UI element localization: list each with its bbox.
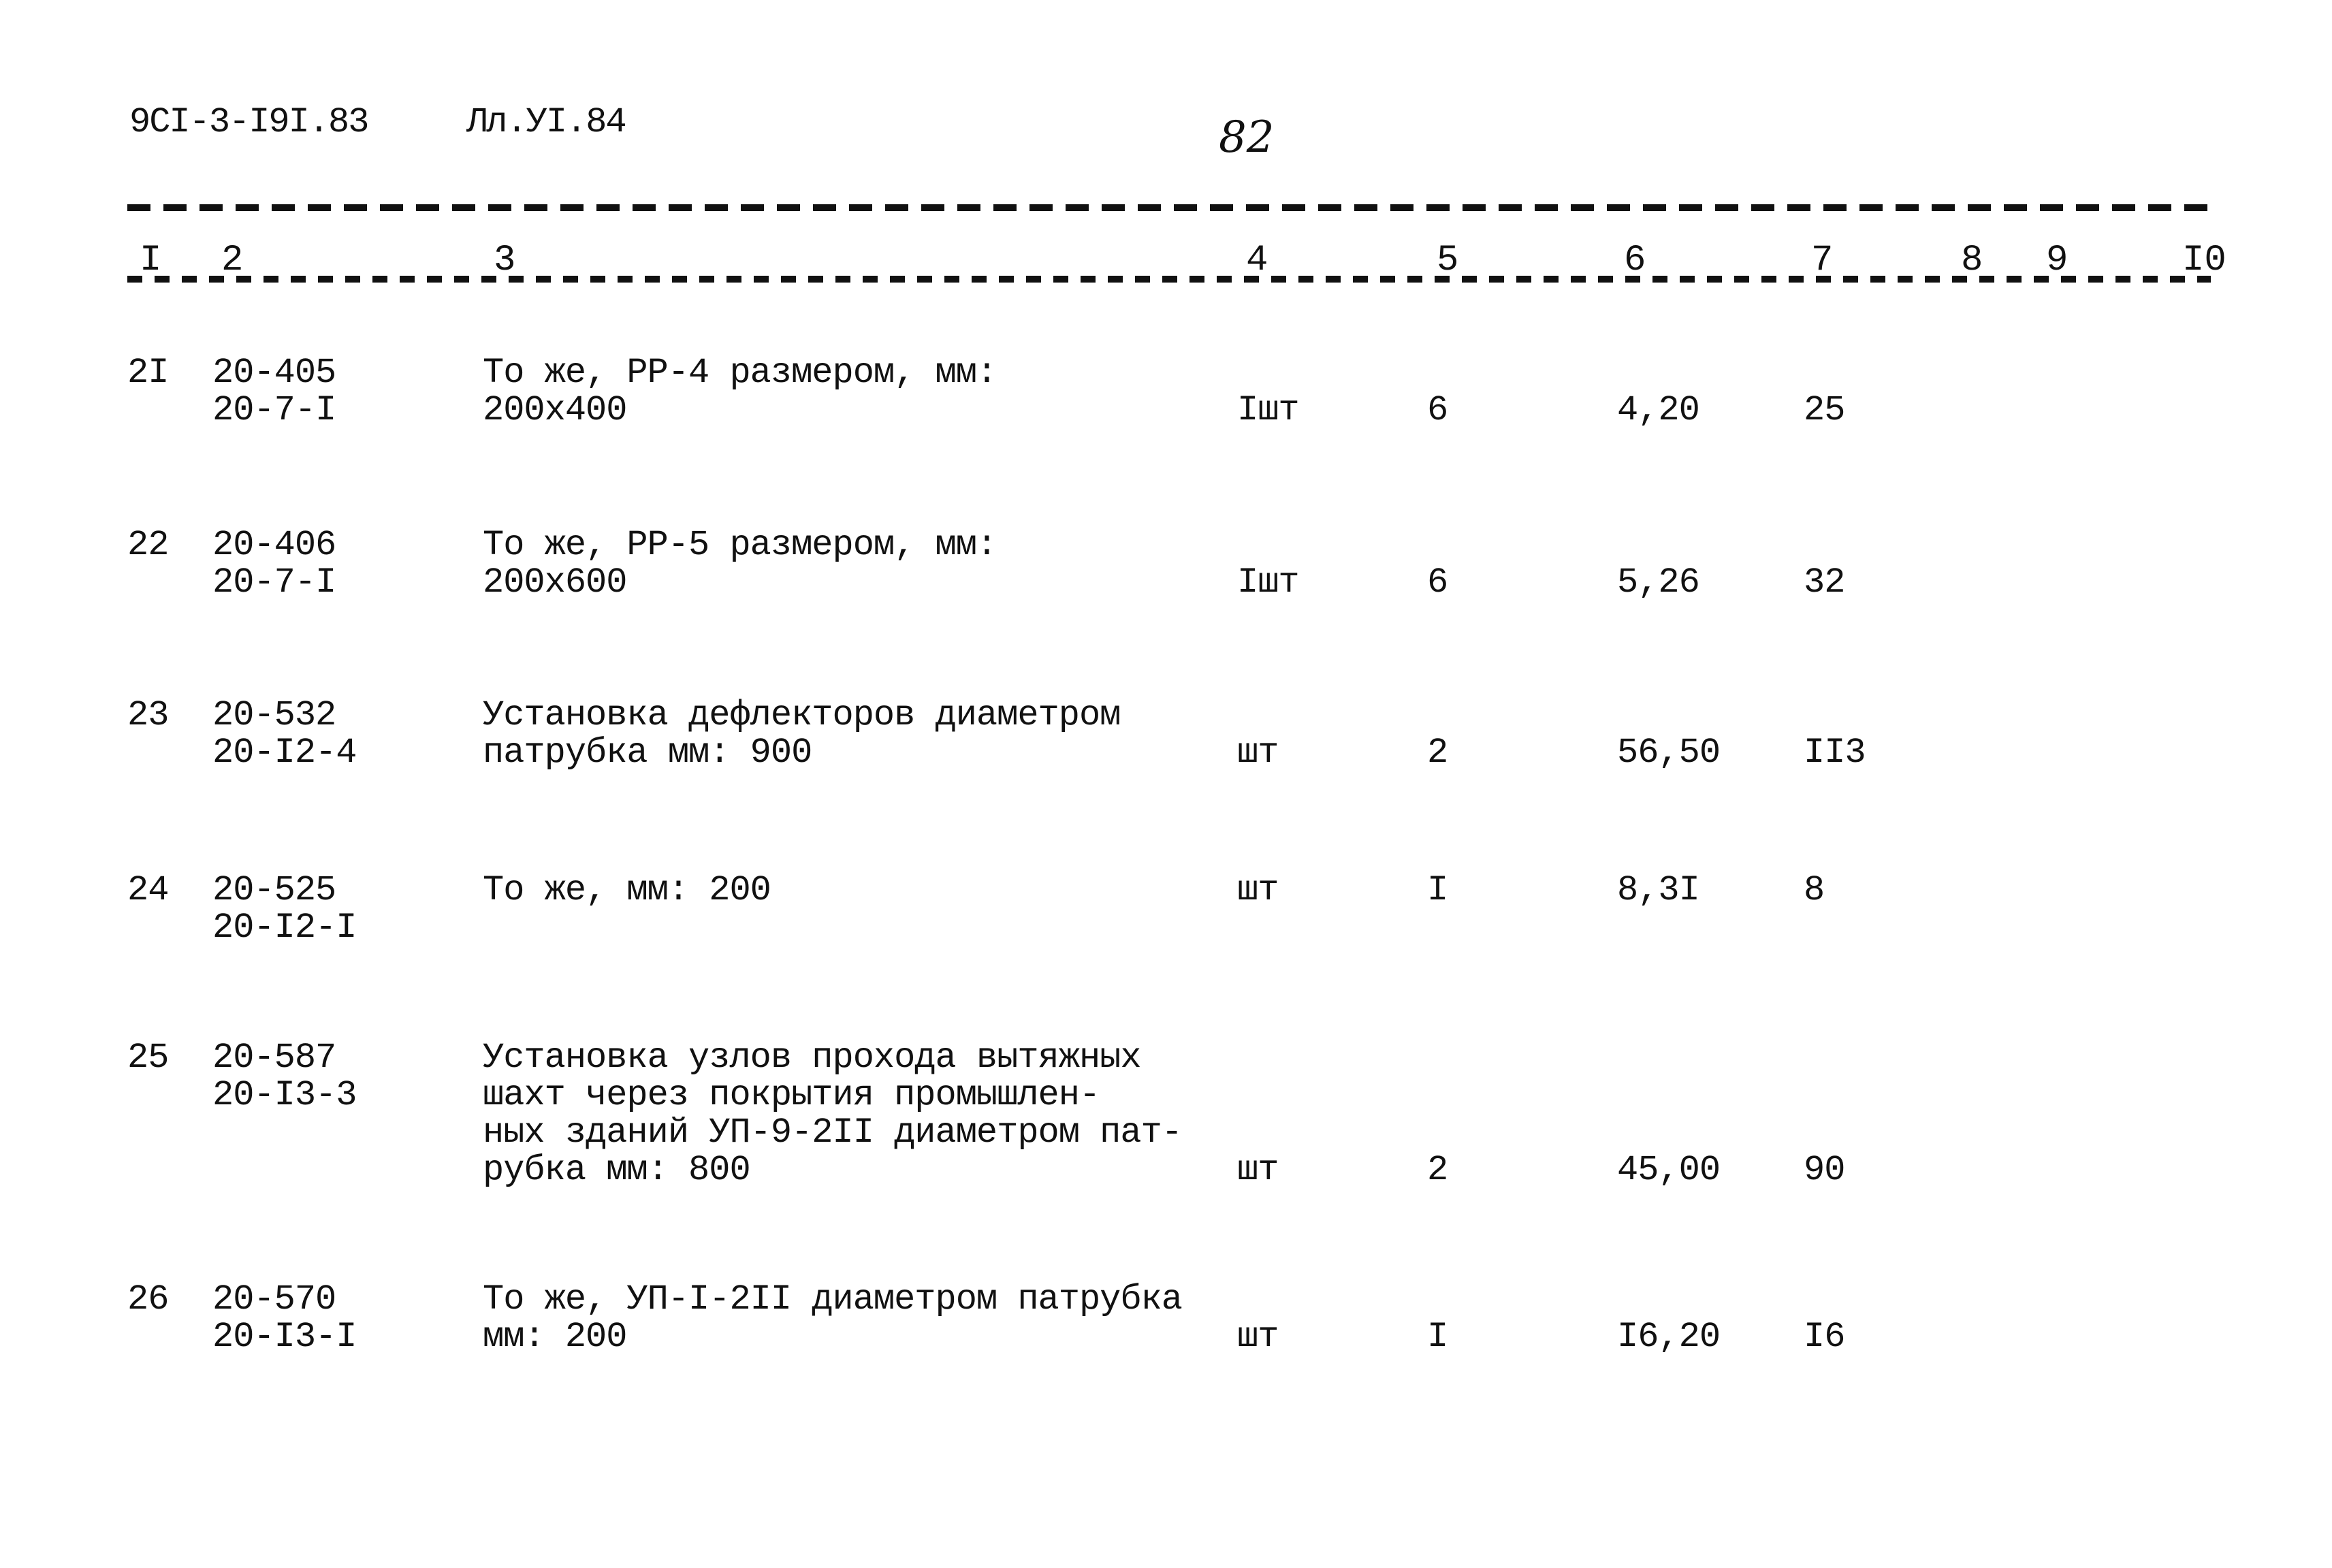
rate-code: 20-532 <box>212 695 336 735</box>
quantity: I <box>1427 870 1448 910</box>
row-number: 24 <box>127 870 169 910</box>
column-number: 7 <box>1811 240 1834 281</box>
unit-price: 4,20 <box>1617 390 1700 430</box>
column-number: I <box>140 240 162 281</box>
description: Установка дефлекторов диаметром патрубка … <box>483 695 1121 773</box>
description-line: То же, РР-5 размером, мм: <box>483 525 997 565</box>
document-code: 9CI-3-I9I.83 <box>129 102 369 142</box>
row-number: 23 <box>127 695 169 735</box>
column-number: 9 <box>2046 240 2069 281</box>
column-number: 6 <box>1624 240 1646 281</box>
rate-code: 20-406 <box>212 525 336 565</box>
column-number: 5 <box>1437 240 1459 281</box>
rate-code: 20-405 <box>212 353 336 393</box>
rate-code: 20-7-I <box>212 562 336 603</box>
column-number: 4 <box>1246 240 1268 281</box>
unit-price: I6,20 <box>1617 1317 1721 1357</box>
description-line: 200х400 <box>483 390 627 430</box>
row-number: 26 <box>127 1279 169 1319</box>
description-line: рубка мм: 800 <box>483 1150 751 1190</box>
description: То же, мм: 200 <box>483 871 771 909</box>
row-number: 22 <box>127 525 169 565</box>
unit: Iшт <box>1237 562 1300 603</box>
divider <box>127 204 2211 211</box>
unit-price: 45,00 <box>1617 1150 1721 1190</box>
quantity: 2 <box>1427 733 1448 773</box>
description-line: То же, УП-I-2II диаметром патрубка <box>483 1279 1183 1319</box>
unit-price: 5,26 <box>1617 562 1700 603</box>
total-cost: 32 <box>1804 562 1845 603</box>
column-number: 2 <box>221 240 244 281</box>
unit: шт <box>1237 733 1279 773</box>
quantity: 2 <box>1427 1150 1448 1190</box>
total-cost: 8 <box>1804 870 1825 910</box>
description-line: То же, мм: 200 <box>483 870 771 910</box>
quantity: I <box>1427 1317 1448 1357</box>
rate-code: 20-587 <box>212 1038 336 1078</box>
unit: шт <box>1237 1150 1279 1190</box>
unit: шт <box>1237 870 1279 910</box>
quantity: 6 <box>1427 390 1448 430</box>
description-line: 200х600 <box>483 562 627 603</box>
unit: шт <box>1237 1317 1279 1357</box>
rate-code: 20-I3-3 <box>212 1075 357 1115</box>
row-number: 25 <box>127 1038 169 1078</box>
description-line: Установка дефлекторов диаметром <box>483 695 1121 735</box>
rate-code: 20-I2-I <box>212 908 357 948</box>
sheet-number: Лл.УI.84 <box>466 102 627 142</box>
row-number: 2I <box>127 353 169 393</box>
quantity: 6 <box>1427 562 1448 603</box>
rate-code: 20-525 <box>212 870 336 910</box>
description: Установка узлов прохода вытяжных шахт чер… <box>483 1038 1183 1190</box>
description: То же, РР-4 размером, мм: 200х400 <box>483 354 997 429</box>
total-cost: 90 <box>1804 1150 1845 1190</box>
divider <box>127 276 2211 283</box>
column-number: I0 <box>2182 240 2226 281</box>
unit: Iшт <box>1237 390 1300 430</box>
total-cost: I6 <box>1804 1317 1845 1357</box>
description: То же, УП-I-2II диаметром патрубка мм: 20… <box>483 1279 1183 1357</box>
total-cost: 25 <box>1804 390 1845 430</box>
description: То же, РР-5 размером, мм: 200х600 <box>483 526 997 601</box>
column-number: 8 <box>1961 240 1983 281</box>
description-line: То же, РР-4 размером, мм: <box>483 353 997 393</box>
rate-code: 20-570 <box>212 1279 336 1319</box>
description-line: Установка узлов прохода вытяжных <box>483 1038 1142 1078</box>
page-number: 82 <box>1219 112 1275 163</box>
unit-price: 8,3I <box>1617 870 1700 910</box>
rate-code: 20-I2-4 <box>212 733 357 773</box>
description-line: шахт через покрытия промышлен- <box>483 1075 1100 1115</box>
description-line: мм: 200 <box>483 1317 627 1357</box>
rate-code: 20-7-I <box>212 390 336 430</box>
total-cost: II3 <box>1804 733 1866 773</box>
description-line: патрубка мм: 900 <box>483 733 812 773</box>
column-number: 3 <box>494 240 516 281</box>
description-line: ных зданий УП-9-2II диаметром пат- <box>483 1113 1183 1153</box>
rate-code: 20-I3-I <box>212 1317 357 1357</box>
unit-price: 56,50 <box>1617 733 1721 773</box>
